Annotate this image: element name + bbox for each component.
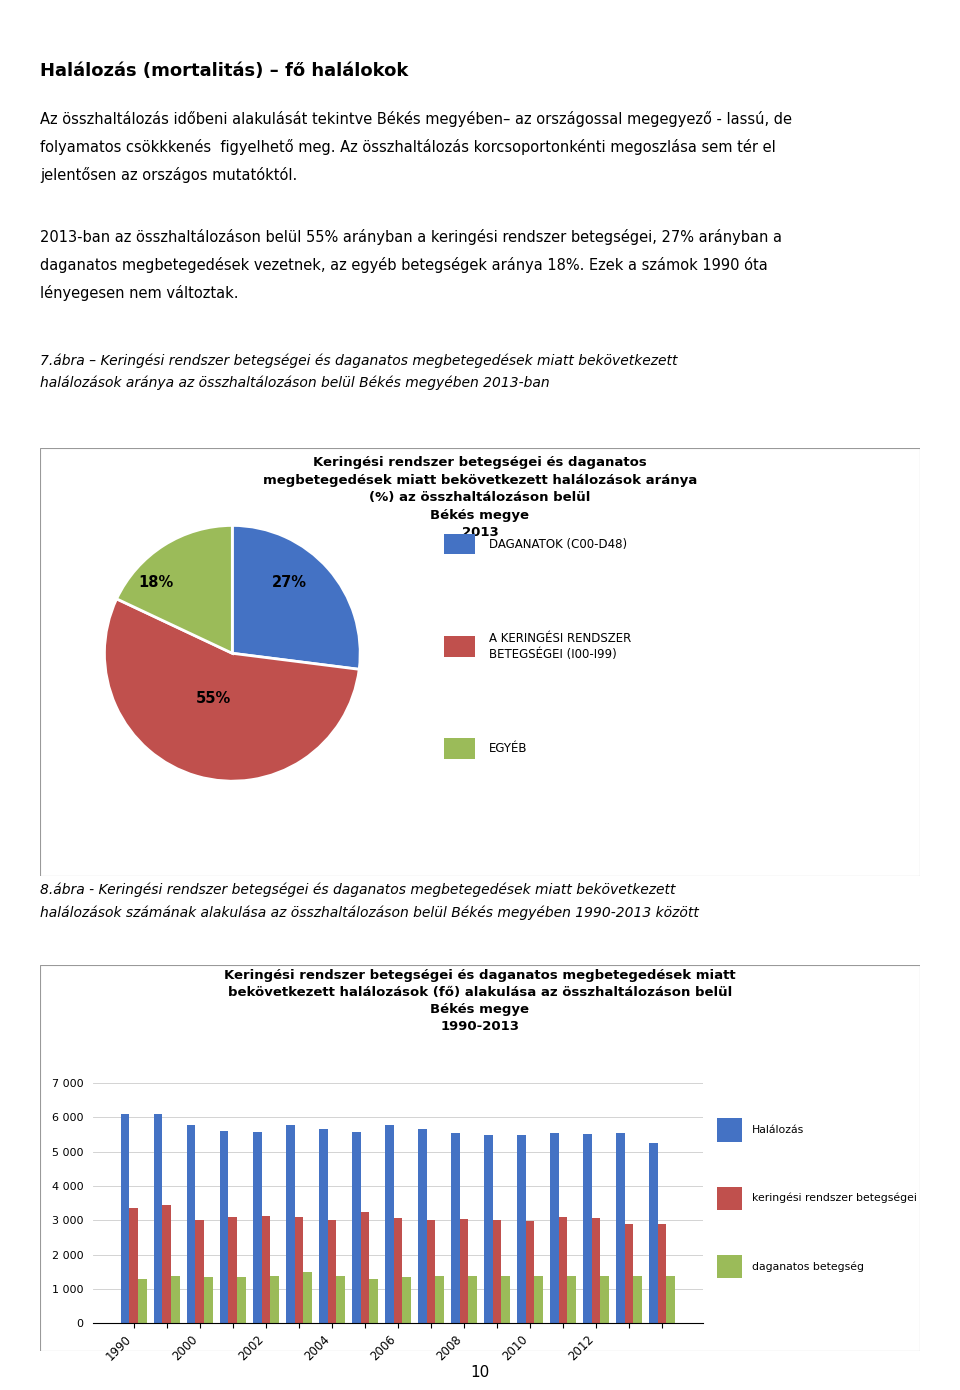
Bar	[394, 1218, 402, 1323]
Bar	[130, 1208, 138, 1323]
Bar	[526, 1220, 535, 1323]
Text: 27%: 27%	[273, 575, 307, 591]
Text: 10: 10	[470, 1365, 490, 1380]
Bar	[121, 1113, 130, 1323]
Bar	[535, 1276, 543, 1323]
Bar	[187, 1125, 196, 1323]
FancyBboxPatch shape	[444, 637, 474, 656]
Bar	[237, 1277, 246, 1323]
Text: A KERINGÉSI RENDSZER
BETEGSÉGEI (I00-I99): A KERINGÉSI RENDSZER BETEGSÉGEI (I00-I99…	[489, 632, 632, 660]
Bar	[625, 1223, 634, 1323]
Text: EGYÉB: EGYÉB	[489, 742, 528, 755]
Bar	[220, 1131, 228, 1323]
Bar	[162, 1205, 171, 1323]
Bar	[286, 1126, 295, 1323]
Bar	[228, 1218, 237, 1323]
Bar	[501, 1276, 510, 1323]
Bar	[591, 1218, 600, 1323]
Bar	[492, 1220, 501, 1323]
Bar	[303, 1272, 312, 1323]
Bar	[559, 1218, 567, 1323]
Bar	[658, 1223, 666, 1323]
Bar	[666, 1276, 675, 1323]
Bar	[517, 1134, 526, 1323]
Bar	[336, 1276, 345, 1323]
Wedge shape	[116, 525, 232, 653]
Bar	[196, 1219, 204, 1323]
FancyBboxPatch shape	[40, 965, 920, 1351]
Wedge shape	[232, 525, 360, 670]
Bar	[171, 1276, 180, 1323]
Bar	[616, 1133, 625, 1323]
Bar	[634, 1276, 642, 1323]
Bar	[583, 1134, 591, 1323]
FancyBboxPatch shape	[444, 738, 474, 759]
Bar	[252, 1133, 261, 1323]
Bar	[468, 1276, 477, 1323]
Text: 8.ábra - Keringési rendszer betegségei és daganatos megbetegedések miatt bekövet: 8.ábra - Keringési rendszer betegségei é…	[40, 883, 699, 920]
Bar	[418, 1129, 426, 1323]
Bar	[435, 1276, 444, 1323]
Bar	[402, 1276, 411, 1323]
Bar	[270, 1276, 278, 1323]
FancyBboxPatch shape	[717, 1187, 742, 1209]
Text: Az összhaltálozás időbeni alakulását tekintve Békés megyében– az országossal meg: Az összhaltálozás időbeni alakulását tek…	[40, 111, 792, 182]
Text: daganatos betegség: daganatos betegség	[752, 1261, 864, 1272]
Text: keringési rendszer betegségei: keringési rendszer betegségei	[752, 1193, 917, 1204]
Bar	[460, 1219, 468, 1323]
Text: 2013-ban az összhaltálozáson belül 55% arányban a keringési rendszer betegségei,: 2013-ban az összhaltálozáson belül 55% a…	[40, 229, 782, 300]
Text: Halálozás: Halálozás	[752, 1125, 804, 1136]
Bar	[154, 1115, 162, 1323]
FancyBboxPatch shape	[717, 1255, 742, 1277]
Bar	[204, 1277, 213, 1323]
Bar	[261, 1216, 270, 1323]
Text: DAGANATOK (C00-D48): DAGANATOK (C00-D48)	[489, 538, 627, 550]
Bar	[550, 1133, 559, 1323]
Text: 7.ábra – Keringési rendszer betegségei és daganatos megbetegedések miatt bekövet: 7.ábra – Keringési rendszer betegségei é…	[40, 353, 678, 391]
FancyBboxPatch shape	[40, 448, 920, 876]
Bar	[567, 1276, 576, 1323]
FancyBboxPatch shape	[717, 1119, 742, 1141]
Bar	[361, 1212, 370, 1323]
FancyBboxPatch shape	[444, 534, 474, 555]
Bar	[319, 1129, 327, 1323]
Bar	[484, 1134, 492, 1323]
Bar	[352, 1133, 361, 1323]
Bar	[138, 1279, 147, 1323]
Wedge shape	[105, 599, 359, 781]
Bar	[649, 1143, 658, 1323]
Bar	[451, 1133, 460, 1323]
Bar	[295, 1218, 303, 1323]
Text: Keringési rendszer betegségei és daganatos megbetegedések miatt
bekövetkezett ha: Keringési rendszer betegségei és daganat…	[225, 969, 735, 1033]
Bar	[385, 1125, 394, 1323]
Bar	[327, 1220, 336, 1323]
Text: Halálozás (mortalitás) – fő halálokok: Halálozás (mortalitás) – fő halálokok	[40, 63, 409, 79]
Text: 18%: 18%	[138, 575, 173, 591]
Bar	[426, 1219, 435, 1323]
Text: 55%: 55%	[196, 691, 230, 706]
Text: Keringési rendszer betegségei és daganatos
megbetegedések miatt bekövetkezett ha: Keringési rendszer betegségei és daganat…	[263, 456, 697, 539]
Bar	[370, 1279, 378, 1323]
Bar	[600, 1276, 609, 1323]
